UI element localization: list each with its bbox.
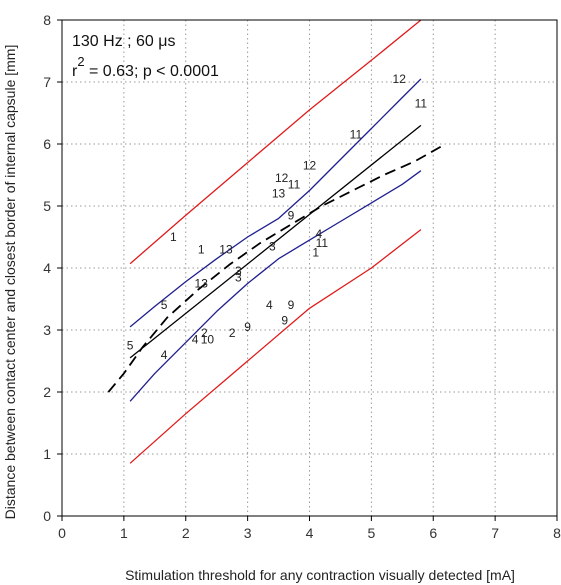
data-point-label: 11 [288,177,301,191]
data-point-label: 3 [235,264,242,278]
data-point-label: 4 [266,298,273,312]
data-point-label: 13 [195,277,209,291]
series-line-prediction-lower [129,229,422,464]
y-tick-label: 0 [43,508,51,524]
y-tick-label: 1 [43,446,51,462]
x-tick-label: 5 [367,525,375,541]
y-tick-label: 4 [43,260,51,276]
y-tick-label: 5 [43,198,51,214]
x-tick-label: 0 [58,525,66,541]
data-point-label: 9 [288,208,295,222]
data-point-label: 10 [201,332,215,346]
data-point-label: 13 [219,242,233,256]
series-line-nonlinear-fit [107,143,447,393]
data-point-label: 12 [393,72,407,86]
y-tick-label: 2 [43,384,51,400]
annotation-frequency: 130 Hz ; 60 μs [72,33,176,50]
series-line-confidence-lower [129,170,422,402]
series-line-regression [129,124,422,359]
series-layer [107,19,447,464]
data-point-label: 5 [161,298,168,312]
x-tick-label: 7 [491,525,499,541]
x-tick-label: 3 [244,525,252,541]
x-tick-label: 8 [553,525,561,541]
data-point-label: 2 [201,326,208,340]
annotation-r-squared: r2 = 0.63; p < 0.0001 [72,54,219,80]
data-point-label: 1 [198,242,205,256]
data-point-label: 3 [235,270,242,284]
series-line-prediction-upper [129,19,422,265]
data-point-label: 1 [170,230,177,244]
x-tick-label: 4 [306,525,314,541]
y-tick-label: 7 [43,74,51,90]
annotation-r-letter: r [72,63,78,80]
data-point-label: 9 [244,320,251,334]
data-point-label: 11 [316,236,329,250]
data-point-label: 9 [281,314,288,328]
data-point-label: 4 [315,227,322,241]
y-axis-title: Distance between contact center and clos… [2,45,18,520]
y-tick-label: 8 [43,12,51,28]
data-point-label: 9 [288,298,295,312]
y-tick-label: 3 [43,322,51,338]
data-point-label: 5 [127,339,134,353]
data-point-label: 12 [275,171,289,185]
data-point-label: 12 [303,159,317,173]
x-tick-label: 6 [429,525,437,541]
data-point-label: 1 [312,246,319,260]
data-point-label: 4 [192,332,199,346]
data-point-label: 13 [272,187,286,201]
series-line-confidence-upper [129,78,422,328]
y-tick-label: 6 [43,136,51,152]
data-point-label: 4 [161,348,168,362]
x-tick-label: 1 [120,525,128,541]
annotation-r-superscript: 2 [77,54,84,69]
x-tick-label: 2 [182,525,190,541]
data-point-label: 2 [229,326,236,340]
data-point-label: 11 [350,128,363,142]
annotation-r-value: = 0.63; p < 0.0001 [85,63,219,80]
grid-layer [62,20,557,516]
data-point-label: 11 [415,97,428,111]
x-axis-title: Stimulation threshold for any contractio… [125,567,515,583]
data-point-label: 3 [269,239,276,253]
